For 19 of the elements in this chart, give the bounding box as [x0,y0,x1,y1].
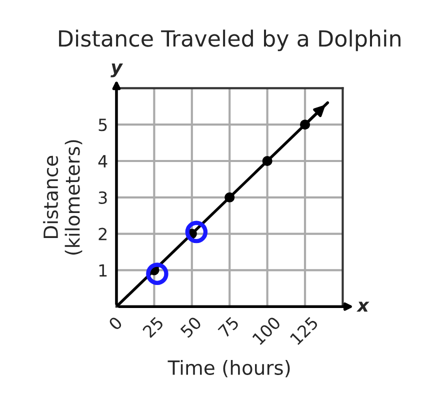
y-axis-title: Distance (kilometers) [43,140,82,255]
point [224,192,235,202]
point [300,120,310,130]
x-tick-label: 75 [218,316,240,338]
x-axis-title: Time (hours) [168,360,290,378]
chart-title: Distance Traveled by a Dolphin [59,30,400,52]
x-tick-label: 0 [108,316,123,331]
y-tick-label: 2 [98,228,106,240]
x-tick-label: 25 [142,316,164,338]
point [262,156,272,166]
x-tick-label: 125 [290,316,319,346]
y-tick-label: 5 [98,118,107,132]
text: x [356,302,370,312]
y-tick-label: 1 [99,264,107,277]
x-tick-label: 50 [180,316,202,338]
x-tick-label: 100 [252,316,282,346]
y-tick-label: 3 [98,191,107,204]
y-tick-label: 4 [98,155,108,168]
text: y [110,64,123,78]
